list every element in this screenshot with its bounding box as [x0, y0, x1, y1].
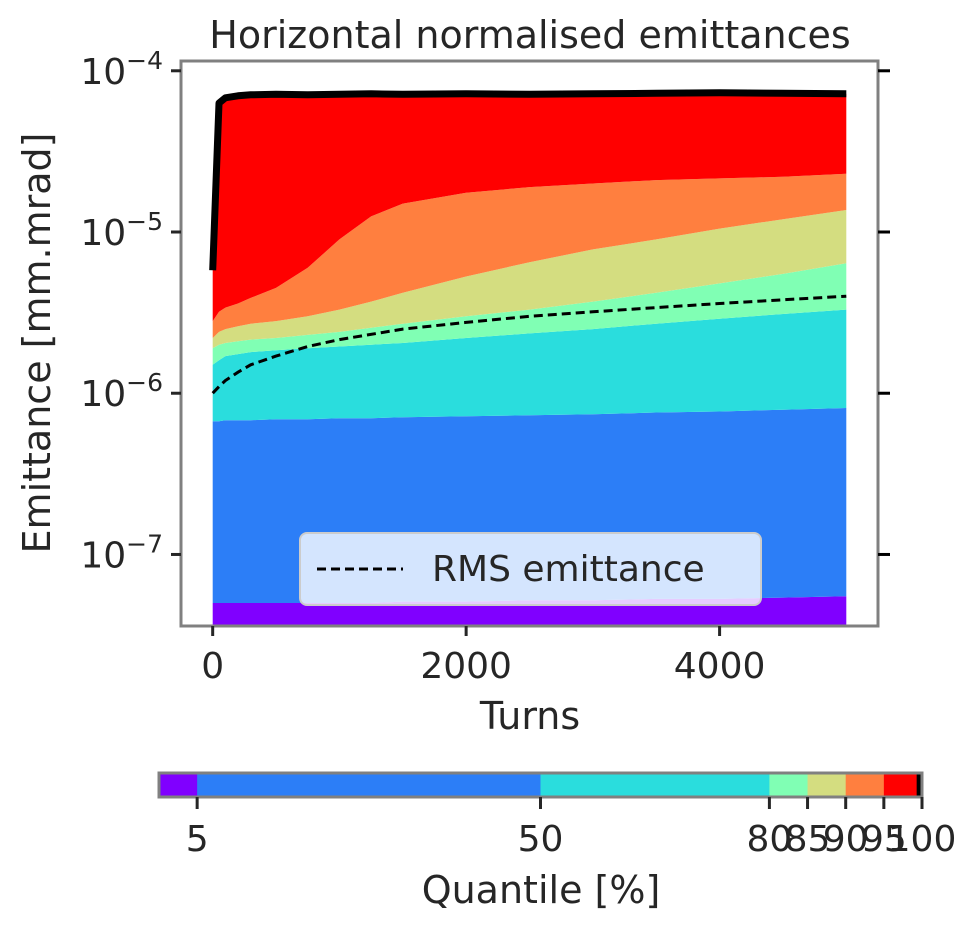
band-85 — [212, 263, 847, 365]
legend-rms-label: RMS emittance — [432, 549, 705, 590]
band-80 — [212, 309, 847, 422]
y-tick-label: 10−7 — [80, 529, 163, 576]
y-tick-label: 10−4 — [80, 46, 163, 93]
colorbar-tick-label: 5 — [186, 819, 209, 860]
x-tick-label: 2000 — [420, 646, 512, 687]
colorbar-segment — [769, 773, 809, 797]
colorbar-segment — [159, 773, 198, 797]
colorbar-tick-label: 85 — [785, 819, 831, 860]
y-axis: 10−7 10−6 10−5 10−4 — [80, 46, 890, 576]
colorbar-tick-label: 100 — [888, 819, 957, 860]
chart-title: Horizontal normalised emittances — [209, 13, 850, 57]
colorbar-segment — [883, 773, 918, 797]
colorbar-segment — [916, 773, 923, 797]
colorbar-tick-label: 90 — [823, 819, 869, 860]
colorbar-label: Quantile [%] — [422, 868, 661, 912]
band-100 — [212, 92, 847, 322]
legend: RMS emittance — [299, 532, 762, 606]
legend-box — [299, 532, 762, 606]
colorbar-segment — [845, 773, 885, 797]
colorbar-segment — [540, 773, 770, 797]
x-axis: 0 2000 4000 — [201, 626, 765, 687]
colorbar-segment — [807, 773, 847, 797]
colorbar-segment — [197, 773, 541, 797]
band-95 — [212, 173, 847, 338]
rms-emittance-line — [211, 294, 847, 395]
y-axis-label: Emittance [mm.mrad] — [15, 133, 59, 554]
colorbar-tick-label: 50 — [518, 819, 564, 860]
x-tick-label: 4000 — [674, 646, 766, 687]
x-tick-label: 0 — [201, 646, 224, 687]
x-axis-label: Turns — [479, 694, 580, 738]
colorbar-tick-label: 80 — [746, 819, 792, 860]
series-lines — [209, 89, 847, 395]
band-90 — [212, 210, 847, 349]
max-emittance-line — [209, 89, 847, 271]
y-tick-label: 10−5 — [80, 207, 163, 254]
y-tick-label: 10−6 — [80, 368, 163, 415]
plot-frame — [179, 59, 880, 628]
colorbar-tick-label: 95 — [861, 819, 907, 860]
